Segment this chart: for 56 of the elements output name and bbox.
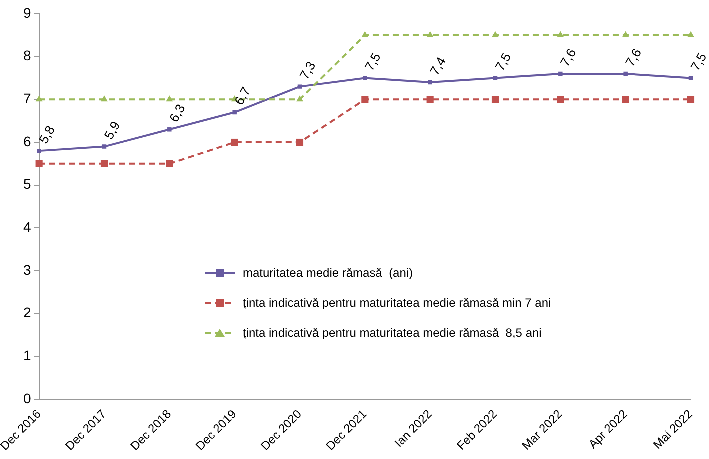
point bbox=[36, 96, 43, 102]
point bbox=[166, 160, 174, 168]
y-tick-label: 8 bbox=[24, 48, 32, 64]
point bbox=[492, 96, 500, 104]
point bbox=[557, 31, 564, 38]
point bbox=[101, 96, 108, 102]
data-label: 7,4 bbox=[427, 54, 450, 78]
point bbox=[363, 76, 368, 80]
data-label: 7,3 bbox=[296, 58, 319, 82]
point bbox=[428, 80, 432, 85]
y-tick-label: 9 bbox=[24, 4, 32, 21]
point bbox=[362, 31, 369, 38]
data-label: 7,5 bbox=[362, 50, 384, 74]
y-tick-label: 1 bbox=[24, 348, 32, 364]
y-tick-label: 2 bbox=[24, 304, 32, 321]
point bbox=[102, 144, 107, 149]
point bbox=[231, 138, 238, 146]
data-label: 5,9 bbox=[101, 118, 124, 142]
point bbox=[688, 76, 694, 80]
point bbox=[622, 96, 630, 104]
point bbox=[493, 76, 498, 80]
point bbox=[166, 96, 174, 102]
data-label: 7,5 bbox=[492, 50, 514, 74]
point bbox=[557, 96, 564, 104]
data-label: 5,8 bbox=[36, 123, 58, 146]
point bbox=[298, 84, 302, 89]
data-label: 6,3 bbox=[166, 102, 188, 125]
point bbox=[362, 96, 369, 104]
point bbox=[622, 31, 630, 38]
point bbox=[100, 160, 108, 168]
point bbox=[688, 31, 694, 38]
y-tick-label: 6 bbox=[24, 133, 32, 150]
y-tick-label: 4 bbox=[24, 219, 32, 236]
point bbox=[37, 148, 42, 154]
point bbox=[426, 96, 434, 104]
point bbox=[558, 72, 563, 76]
legend-label: maturitatea medie rămasă (ani) bbox=[243, 266, 414, 280]
point bbox=[168, 128, 172, 132]
legend-label: ținta indicativă pentru maturitatea medie rămasă min 7 ani bbox=[243, 296, 552, 310]
point bbox=[296, 138, 304, 146]
y-tick-label: 0 bbox=[24, 390, 32, 406]
point bbox=[624, 72, 628, 76]
data-label: 7,6 bbox=[557, 46, 580, 70]
y-tick-label: 7 bbox=[24, 90, 32, 107]
legend-label: ținta indicativă pentru maturitatea medie rămasă 8,5 ani bbox=[243, 326, 542, 340]
point bbox=[296, 96, 304, 102]
data-label: 6,7 bbox=[232, 84, 254, 108]
point bbox=[426, 31, 434, 38]
point bbox=[36, 160, 43, 168]
y-tick-label: 5 bbox=[24, 176, 32, 192]
y-tick-label: 3 bbox=[24, 262, 32, 278]
point bbox=[232, 110, 237, 115]
point bbox=[687, 96, 695, 104]
point bbox=[492, 31, 499, 38]
data-label: 7,5 bbox=[688, 50, 709, 74]
data-label: 7,6 bbox=[622, 46, 645, 70]
